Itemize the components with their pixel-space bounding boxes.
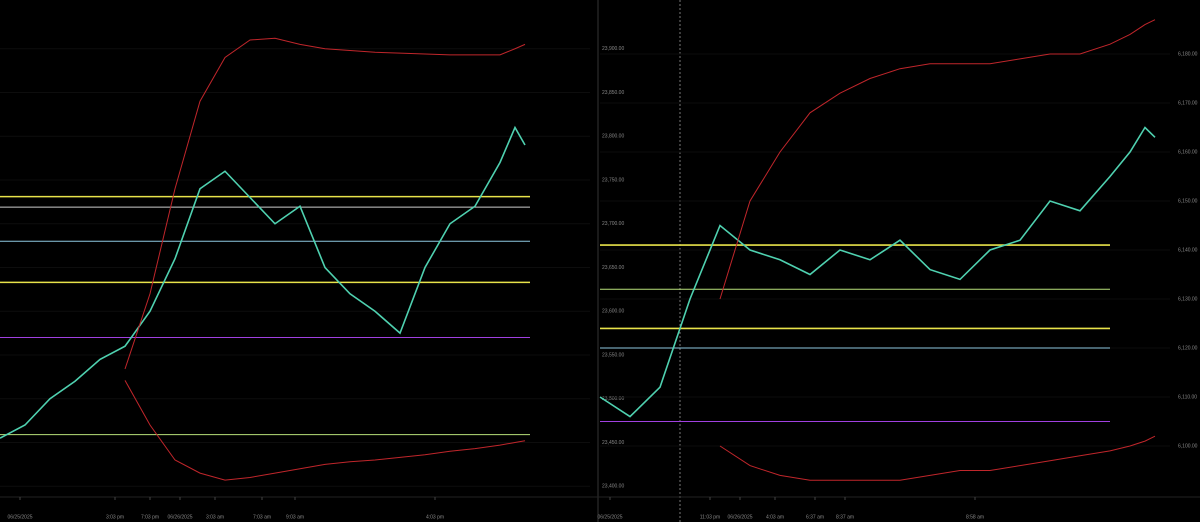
x-tick-label: 06/26/2025: [727, 514, 752, 520]
y-tick-label: 6,100.00: [1178, 443, 1198, 449]
y-tick-label: 23,400.00: [602, 484, 624, 490]
band-line: [719, 435, 1156, 481]
y-tick-label: 23,850.00: [602, 90, 624, 96]
y-tick-label: 23,900.00: [602, 46, 624, 52]
y-tick-label: 6,130.00: [1178, 296, 1198, 302]
y-tick-label: 23,750.00: [602, 177, 624, 183]
x-tick-label: 8:58 am: [966, 514, 984, 520]
band-line: [124, 380, 526, 481]
y-tick-label: 23,550.00: [602, 352, 624, 358]
band-line: [719, 19, 1156, 300]
y-tick-label: 6,150.00: [1178, 198, 1198, 204]
x-tick-label: 06/26/2025: [167, 514, 192, 520]
y-tick-label: 6,180.00: [1178, 51, 1198, 57]
x-tick-label: 9:03 am: [286, 514, 304, 520]
x-tick-label: 06/25/2025: [597, 514, 622, 520]
y-tick-label: 6,120.00: [1178, 345, 1198, 351]
x-tick-label: 11:03 pm: [700, 514, 720, 520]
y-tick-label: 23,500.00: [602, 396, 624, 402]
x-tick-label: 4:03 am: [766, 514, 784, 520]
y-tick-label: 23,800.00: [602, 134, 624, 140]
y-tick-label: 23,700.00: [602, 221, 624, 227]
y-tick-label: 6,140.00: [1178, 247, 1198, 253]
y-tick-label: 6,110.00: [1178, 394, 1197, 400]
x-tick-label: 8:37 am: [836, 514, 854, 520]
y-tick-label: 23,450.00: [602, 440, 624, 446]
y-tick-label: 23,600.00: [602, 309, 624, 315]
y-tick-label: 23,650.00: [602, 265, 624, 271]
x-tick-label: 7:03 am: [253, 514, 271, 520]
band-line: [124, 37, 526, 370]
x-tick-label: 06/25/2025: [7, 514, 32, 520]
y-tick-label: 6,170.00: [1178, 100, 1198, 106]
x-tick-label: 3:03 pm: [106, 514, 124, 520]
x-tick-label: 6:37 am: [806, 514, 824, 520]
x-tick-label: 7:03 pm: [141, 514, 159, 520]
x-tick-label: 4:03 pm: [426, 514, 444, 520]
price-line: [599, 126, 1156, 418]
y-tick-label: 6,160.00: [1178, 149, 1198, 155]
price-line: [0, 125, 526, 439]
x-tick-label: 3:03 am: [206, 514, 224, 520]
